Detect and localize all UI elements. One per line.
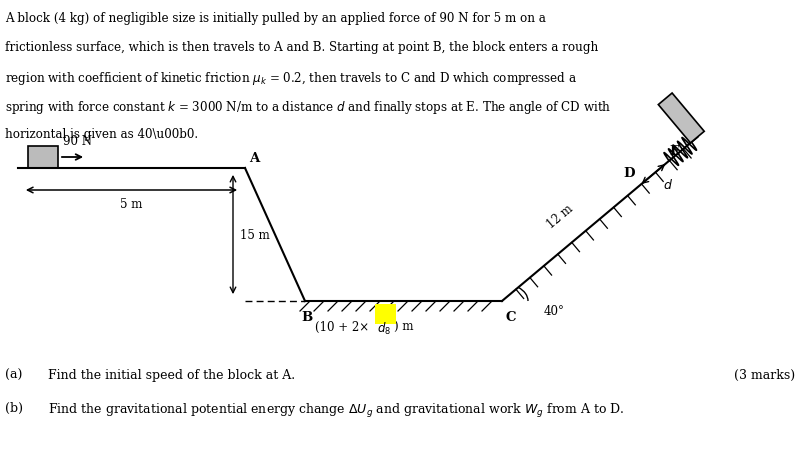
Text: (a): (a) [5,368,22,381]
Text: Find the gravitational potential energy change $\Delta U_g$ and gravitational wo: Find the gravitational potential energy … [48,401,625,419]
Text: C: C [506,310,517,323]
Text: spring with force constant $k$ = 3000 N/m to a distance $d$ and finally stops at: spring with force constant $k$ = 3000 N/… [5,99,611,116]
Text: D: D [623,166,634,179]
Text: 15 m: 15 m [240,229,270,242]
Text: A: A [249,152,259,165]
Polygon shape [658,94,704,144]
Text: 12 m: 12 m [544,201,575,231]
Text: E: E [670,145,679,158]
Text: horizontal is given as 40\u00b0.: horizontal is given as 40\u00b0. [5,128,198,141]
Text: 5 m: 5 m [120,198,142,211]
Text: region with coefficient of kinetic friction $\mu_k$ = 0.2, then travels to C and: region with coefficient of kinetic frict… [5,70,577,87]
Text: 90 N: 90 N [63,135,92,148]
Text: B: B [301,310,312,323]
Text: (3 marks): (3 marks) [734,368,795,381]
Text: 40°: 40° [544,304,565,317]
FancyBboxPatch shape [375,304,396,324]
Text: ) m: ) m [394,320,414,333]
Text: $d_8$: $d_8$ [377,320,391,337]
Text: (10 + 2×: (10 + 2× [315,320,369,333]
Text: frictionless surface, which is then travels to A and B. Starting at point B, the: frictionless surface, which is then trav… [5,41,598,54]
Text: Find the initial speed of the block at A.: Find the initial speed of the block at A… [48,368,295,381]
Text: $d$: $d$ [662,178,673,192]
Text: A block (4 kg) of negligible size is initially pulled by an applied force of 90 : A block (4 kg) of negligible size is ini… [5,12,546,25]
Text: (b): (b) [5,401,23,414]
Bar [28,147,58,169]
